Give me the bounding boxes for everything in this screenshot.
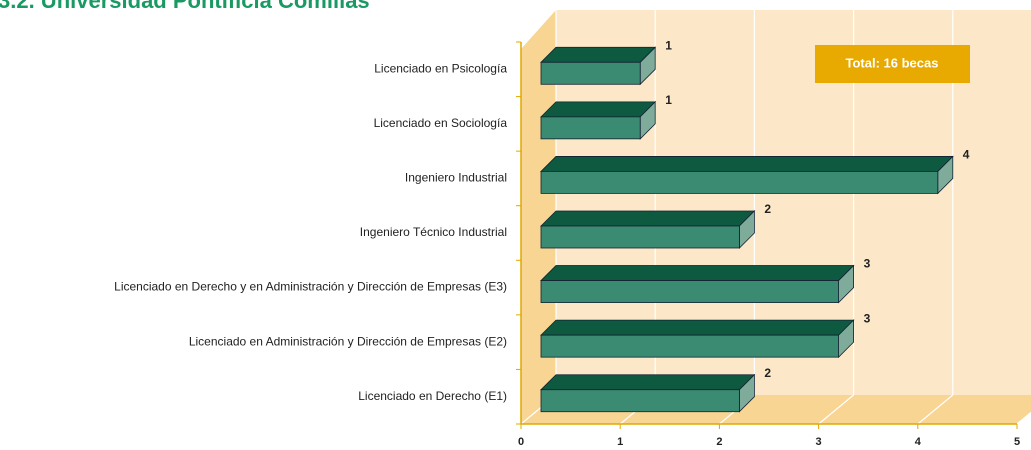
grid-line — [917, 394, 954, 425]
data-label: 1 — [665, 93, 672, 107]
bar — [540, 373, 756, 413]
bar — [540, 210, 756, 249]
bar — [540, 264, 855, 304]
y-tick-label: Ingeniero Técnico Industrial — [360, 225, 507, 239]
annotation: Total: 16 becas — [846, 55, 939, 70]
bar-front — [540, 225, 740, 249]
bar-front — [540, 389, 740, 413]
x-tick-label: 3 — [816, 436, 822, 448]
bar-front — [540, 116, 641, 140]
y-tick-label: Ingeniero Industrial — [405, 171, 507, 185]
data-label: 4 — [963, 148, 970, 162]
x-tick-label: 2 — [716, 436, 722, 448]
bar-top — [540, 101, 657, 118]
grid-line — [818, 394, 854, 425]
x-tick-label: 5 — [1014, 436, 1020, 448]
bar-top — [540, 319, 855, 336]
y-tick-label: Licenciado en Psicología — [374, 61, 507, 75]
bar-front — [540, 171, 939, 194]
bar — [540, 46, 657, 86]
y-tick-label: Licenciado en Administración y Dirección… — [189, 334, 507, 348]
bar-top — [540, 210, 756, 227]
data-label: 3 — [864, 257, 871, 271]
y-tick-label: Licenciado en Derecho y en Administració… — [114, 280, 507, 294]
bar-front — [540, 61, 641, 85]
y-tick-label: Licenciado en Sociología — [374, 116, 508, 130]
x-tick-label: 4 — [915, 436, 922, 448]
bar-top — [540, 156, 954, 172]
bar-front — [540, 280, 840, 303]
bar-top — [540, 265, 855, 281]
annotation-box — [815, 45, 970, 83]
x-tick-label: 1 — [617, 436, 623, 448]
data-label: 3 — [864, 311, 871, 325]
data-label: 1 — [665, 38, 672, 52]
bar-top — [540, 46, 657, 63]
grid-line — [1016, 411, 1031, 425]
chart-title: 3.2. Universidad Pontificia Comillas — [0, 0, 370, 13]
data-label: 2 — [764, 202, 771, 216]
bar — [540, 319, 855, 359]
bar — [540, 100, 657, 140]
data-label: 2 — [764, 366, 771, 380]
y-tick-label: Licenciado en Derecho (E1) — [358, 389, 507, 403]
bar-front — [540, 334, 840, 358]
bar-top — [540, 374, 756, 391]
x-tick-label: 0 — [518, 436, 524, 448]
bar — [540, 155, 954, 195]
